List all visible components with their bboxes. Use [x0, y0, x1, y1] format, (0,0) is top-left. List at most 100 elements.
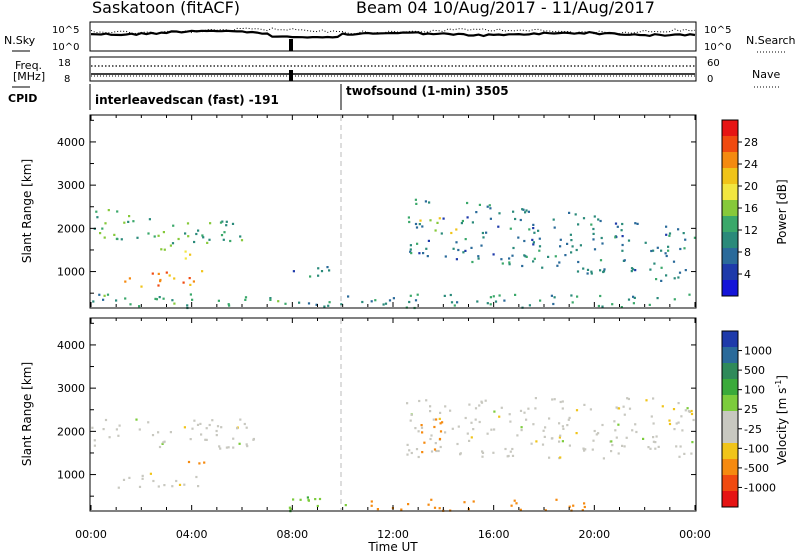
echo-cell	[610, 450, 613, 453]
echo-cell	[615, 436, 618, 439]
echo-cell	[298, 301, 301, 304]
echo-cell	[515, 502, 518, 505]
echo-cell	[202, 236, 205, 239]
echo-cell	[163, 248, 166, 251]
echo-cell	[621, 235, 624, 238]
echo-cell	[175, 479, 178, 483]
echo-cell	[654, 447, 657, 450]
echo-cell	[533, 257, 536, 260]
colorbar-tick-label: 500	[744, 364, 765, 377]
echo-cell	[463, 501, 466, 504]
echo-cell	[480, 244, 483, 247]
echo-cell	[323, 305, 326, 308]
echo-cell	[520, 429, 523, 432]
y-tick-label: 4000	[57, 136, 85, 149]
echo-cell	[559, 400, 562, 404]
freq-tick-high: 18	[58, 58, 71, 69]
echo-cell	[509, 450, 512, 453]
x-tick-label: 20:00	[578, 528, 610, 541]
echo-cell	[129, 303, 132, 306]
echo-cell	[101, 227, 104, 230]
echo-cell	[409, 294, 412, 297]
echo-cell	[152, 479, 155, 483]
y-tick-label: 4000	[57, 339, 85, 352]
freq-unit-label: [MHz]	[13, 70, 45, 83]
echo-cell	[169, 431, 172, 434]
y-tick-label: 1000	[57, 469, 85, 482]
echo-cell	[414, 427, 417, 430]
power-panel-background	[90, 115, 696, 308]
echo-cell	[635, 430, 638, 434]
echo-cell	[128, 277, 131, 280]
colorbar-tick-label: 8	[744, 246, 751, 259]
echo-cell	[221, 220, 224, 223]
echo-cell	[553, 226, 556, 229]
x-tick-label: 04:00	[176, 528, 208, 541]
echo-cell	[486, 205, 489, 208]
echo-cell	[220, 234, 224, 237]
echo-cell	[455, 241, 458, 244]
colorbar-tick-label: -25	[744, 423, 762, 436]
colorbar-tick-label: -500	[744, 462, 769, 475]
echo-cell	[408, 300, 411, 304]
echo-cell	[668, 232, 672, 235]
echo-cell	[593, 215, 596, 218]
echo-cell	[603, 268, 606, 271]
echo-cell	[453, 304, 456, 307]
cpid-label: CPID	[8, 92, 37, 105]
echo-cell	[400, 508, 403, 511]
echo-cell	[409, 419, 412, 422]
velocity-colorbar-label-sup: -1	[774, 380, 783, 388]
echo-cell	[98, 293, 101, 296]
echo-cell	[677, 421, 680, 424]
echo-cell	[189, 253, 192, 256]
echo-cell	[660, 279, 663, 282]
echo-cell	[435, 449, 438, 453]
echo-cell	[186, 304, 189, 307]
echo-cell	[589, 408, 592, 411]
echo-cell	[153, 235, 156, 238]
echo-cell	[561, 400, 564, 403]
echo-cell	[493, 428, 496, 431]
cpid-program-1: interleavedscan (fast) -191	[95, 93, 279, 107]
colorbar-tick-label: 16	[744, 202, 758, 215]
echo-cell	[200, 433, 203, 436]
echo-cell	[512, 246, 515, 250]
freq-tick-low: 8	[64, 74, 70, 85]
echo-cell	[675, 422, 678, 425]
echo-cell	[566, 242, 569, 245]
echo-cell	[673, 277, 676, 280]
echo-cell	[240, 239, 244, 242]
echo-cell	[652, 436, 655, 439]
colorbar-tick-label: 20	[744, 180, 758, 193]
echo-cell	[660, 249, 663, 252]
echo-cell	[527, 210, 530, 213]
nsky-tick-low: 10^0	[52, 42, 79, 53]
echo-cell	[602, 457, 605, 460]
cpid-program-2: twofsound (1-min) 3505	[346, 84, 509, 98]
echo-cell	[519, 409, 523, 412]
colorbar-swatch	[722, 379, 738, 396]
echo-cell	[208, 423, 211, 427]
power-colorbar-ticks: 28 24 20 16 12 8 4	[738, 136, 758, 281]
echo-cell	[561, 407, 564, 410]
echo-cell	[245, 426, 248, 429]
echo-cell	[509, 420, 512, 423]
echo-cell	[622, 405, 625, 408]
echo-cell	[155, 298, 158, 301]
echo-cell	[498, 212, 501, 215]
colorbar-tick-label: 24	[744, 158, 758, 171]
echo-cell	[427, 503, 430, 506]
echo-cell	[559, 245, 562, 248]
echo-cell	[457, 248, 460, 252]
echo-cell	[542, 429, 545, 432]
echo-cell	[532, 243, 535, 246]
echo-cell	[427, 239, 430, 242]
echo-cell	[668, 419, 671, 422]
echo-cell	[195, 475, 198, 479]
echo-cell	[678, 455, 681, 458]
echo-cell	[451, 427, 454, 430]
nsky-panel: N.Sky 10^5 10^0 10^5 10^0 N.Search	[4, 21, 796, 53]
echo-cell	[582, 267, 585, 270]
echo-cell	[586, 272, 589, 275]
